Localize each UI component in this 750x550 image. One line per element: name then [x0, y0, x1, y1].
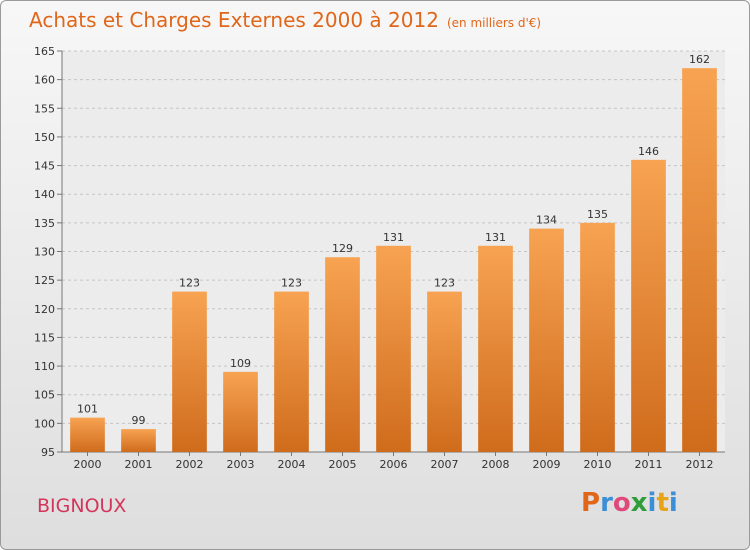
- bar: [427, 291, 462, 452]
- x-tick-label: 2010: [584, 458, 612, 471]
- data-label: 131: [383, 231, 404, 244]
- y-tick-label: 95: [41, 446, 55, 459]
- x-tick-label: 2002: [176, 458, 204, 471]
- x-tick-label: 2012: [686, 458, 714, 471]
- x-tick-label: 2003: [227, 458, 255, 471]
- data-label: 109: [230, 357, 251, 370]
- y-tick-label: 140: [34, 188, 55, 201]
- data-label: 99: [132, 414, 146, 427]
- chart-title-text: Achats et Charges Externes 2000 à 2012: [29, 8, 439, 32]
- logo-letter: r: [600, 488, 613, 518]
- bar: [172, 291, 207, 452]
- bar: [274, 291, 309, 452]
- bar: [580, 222, 615, 452]
- data-label: 134: [536, 214, 557, 227]
- bar: [631, 159, 666, 453]
- y-tick-label: 130: [34, 246, 55, 259]
- chart-title: Achats et Charges Externes 2000 à 2012 (e…: [29, 8, 541, 32]
- x-tick-label: 2006: [380, 458, 408, 471]
- bar: [529, 228, 564, 452]
- bar: [682, 68, 717, 452]
- y-tick-label: 165: [34, 45, 55, 58]
- logo-letter: P: [581, 488, 601, 518]
- x-tick-label: 2008: [482, 458, 510, 471]
- x-tick-label: 2009: [533, 458, 561, 471]
- y-tick-label: 110: [34, 360, 55, 373]
- data-label: 162: [689, 53, 710, 66]
- logo-letter: i: [647, 488, 657, 518]
- data-label: 123: [281, 277, 302, 290]
- x-tick-label: 2007: [431, 458, 459, 471]
- data-label: 129: [332, 242, 353, 255]
- y-tick-label: 155: [34, 102, 55, 115]
- data-label: 146: [638, 145, 659, 158]
- logo-letter: x: [630, 488, 648, 518]
- y-tick-label: 115: [34, 331, 55, 344]
- y-tick-label: 135: [34, 217, 55, 230]
- logo-letter: t: [656, 488, 669, 518]
- x-tick-label: 2011: [635, 458, 663, 471]
- y-tick-label: 100: [34, 417, 55, 430]
- data-label: 123: [434, 277, 455, 290]
- x-tick-label: 2005: [329, 458, 357, 471]
- x-tick-label: 2001: [125, 458, 153, 471]
- bar: [478, 245, 513, 452]
- data-label: 101: [77, 403, 98, 416]
- proxiti-logo: Proxiti: [581, 488, 678, 518]
- bar: [70, 417, 105, 452]
- bar: [223, 371, 258, 452]
- data-label: 123: [179, 277, 200, 290]
- y-tick-label: 150: [34, 131, 55, 144]
- bar: [121, 429, 156, 452]
- x-tick-label: 2004: [278, 458, 306, 471]
- chart-unit: (en milliers d'€): [446, 16, 542, 30]
- logo-letter: o: [612, 488, 631, 518]
- data-label: 135: [587, 208, 608, 221]
- y-tick-label: 125: [34, 274, 55, 287]
- y-tick-label: 145: [34, 160, 55, 173]
- logo-letter: i: [668, 488, 678, 518]
- bar: [376, 245, 411, 452]
- bar: [325, 257, 360, 452]
- data-label: 131: [485, 231, 506, 244]
- commune-name: BIGNOUX: [37, 495, 127, 517]
- y-tick-label: 120: [34, 303, 55, 316]
- y-tick-label: 105: [34, 389, 55, 402]
- x-tick-label: 2000: [74, 458, 102, 471]
- y-tick-label: 160: [34, 74, 55, 87]
